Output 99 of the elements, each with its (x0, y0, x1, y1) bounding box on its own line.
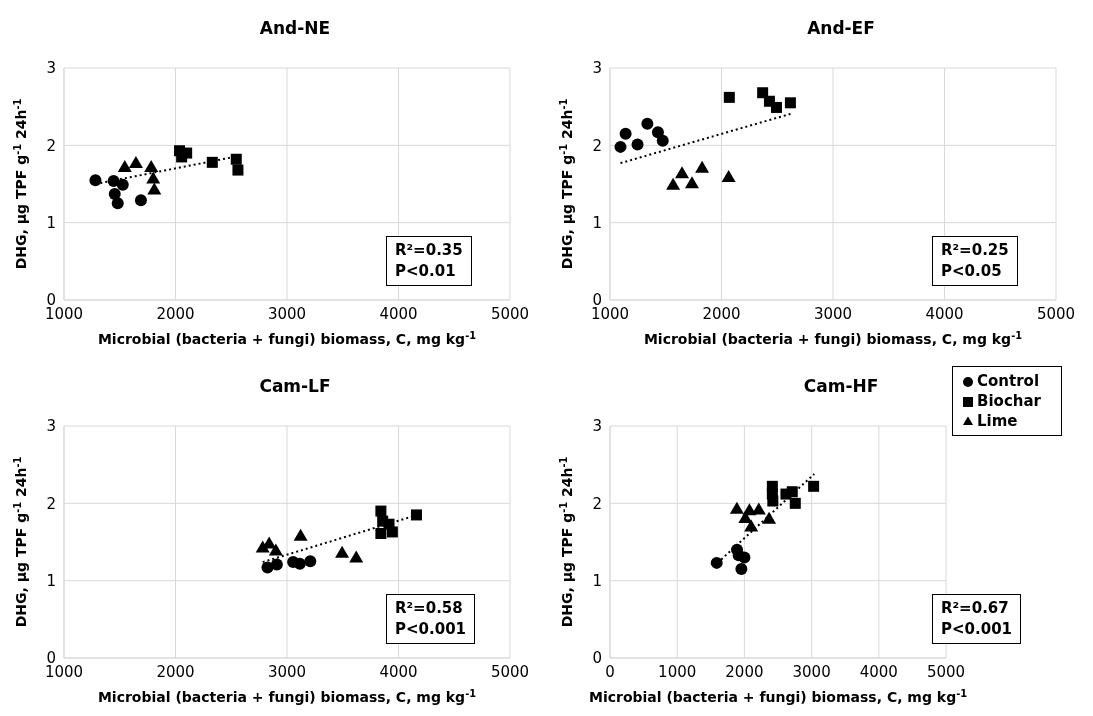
point (349, 550, 364, 563)
y-tick-label: 3 (592, 417, 602, 436)
point (738, 511, 753, 524)
point (375, 527, 387, 539)
annotation: R²=0.25 (941, 240, 1009, 261)
x-tick-label: 4000 (859, 662, 898, 681)
annotation: R²=0.58 (395, 598, 464, 619)
y-tick-label: 2 (592, 136, 602, 155)
point (117, 159, 132, 172)
point (230, 153, 242, 165)
point (666, 177, 681, 190)
point (789, 497, 801, 509)
point (710, 556, 723, 569)
x-axis-title: Microbial (bacteria + fungi) biomass, C, mg kg$^{-1}$ (588, 687, 968, 705)
point (738, 551, 751, 564)
point (808, 480, 820, 492)
annotation: P<0.01 (395, 261, 457, 282)
point (375, 505, 387, 517)
y-tick-label: 3 (46, 59, 56, 78)
point (293, 528, 308, 541)
point (619, 127, 632, 140)
chart-title: Cam-HF (803, 376, 879, 396)
point (631, 138, 644, 151)
x-tick-label: 2000 (725, 662, 764, 681)
x-tick-label: 5000 (926, 662, 966, 681)
point (786, 486, 798, 498)
y-tick-label: 1 (592, 213, 602, 232)
x-tick-label: 1000 (658, 662, 697, 681)
point (735, 563, 748, 576)
point (89, 174, 102, 187)
x-tick-label: 2000 (702, 304, 741, 323)
x-tick-label: 3000 (267, 304, 307, 323)
y-tick-label: 1 (46, 571, 56, 590)
point (695, 160, 710, 173)
chart-title: And-NE (258, 18, 332, 38)
point (614, 140, 627, 153)
annotation: P<0.05 (941, 261, 1003, 282)
x-tick-label: 3000 (813, 304, 853, 323)
point (206, 156, 218, 168)
point (641, 117, 654, 130)
point (116, 178, 129, 191)
x-axis-title: Microbial (bacteria + fungi) biomass, C, mg kg$^{-1}$ (643, 329, 1023, 347)
x-axis-title: Microbial (bacteria + fungi) biomass, C, mg kg$^{-1}$ (97, 687, 477, 705)
x-tick-label: 3000 (267, 662, 307, 681)
y-tick-label: 0 (592, 649, 602, 668)
x-tick-label: 5000 (1036, 304, 1076, 323)
annotation: R²=0.67 (941, 598, 1010, 619)
x-tick-label: 0 (605, 662, 615, 681)
y-tick-label: 3 (46, 417, 56, 436)
point (386, 526, 398, 538)
chart-title: And-EF (806, 18, 876, 38)
x-tick-label: 4000 (925, 304, 964, 323)
point (784, 97, 796, 109)
y-tick-label: 2 (46, 136, 56, 155)
y-tick-label: 1 (592, 571, 602, 590)
point (128, 156, 143, 169)
annotation: R²=0.35 (395, 240, 463, 261)
point (134, 194, 147, 207)
x-tick-label: 5000 (490, 304, 530, 323)
x-axis-title: Microbial (bacteria + fungi) biomass, C, mg kg$^{-1}$ (97, 329, 477, 347)
point (762, 511, 777, 524)
y-tick-label: 3 (592, 59, 602, 78)
point (111, 197, 124, 210)
legend-label: Control (977, 372, 1040, 390)
point (144, 159, 159, 172)
legend-label: Biochar (977, 392, 1041, 410)
x-tick-label: 4000 (379, 304, 418, 323)
x-tick-label: 4000 (379, 662, 418, 681)
point (335, 545, 350, 558)
point (675, 166, 690, 179)
y-tick-label: 1 (46, 213, 56, 232)
legend-label: Lime (977, 412, 1018, 430)
point (770, 101, 782, 113)
chart-title: Cam-LF (258, 376, 332, 396)
point (304, 555, 317, 568)
point (684, 176, 699, 189)
y-tick-label: 2 (46, 494, 56, 513)
point (270, 558, 283, 571)
x-tick-label: 5000 (490, 662, 530, 681)
point (146, 171, 161, 184)
x-tick-label: 2000 (156, 662, 195, 681)
point (721, 170, 736, 183)
point (744, 519, 759, 532)
x-tick-label: 2000 (156, 304, 195, 323)
point (410, 509, 422, 521)
point (147, 182, 162, 195)
y-tick-label: 2 (592, 494, 602, 513)
point (262, 536, 277, 549)
point (729, 501, 744, 514)
point (656, 134, 669, 147)
point (757, 87, 769, 99)
point (268, 543, 283, 556)
point (767, 495, 779, 507)
point (651, 126, 664, 139)
annotation: P<0.001 (941, 619, 1013, 640)
x-tick-label: 3000 (792, 662, 831, 681)
point (232, 164, 244, 176)
point (723, 91, 735, 103)
annotation: P<0.001 (395, 619, 467, 640)
